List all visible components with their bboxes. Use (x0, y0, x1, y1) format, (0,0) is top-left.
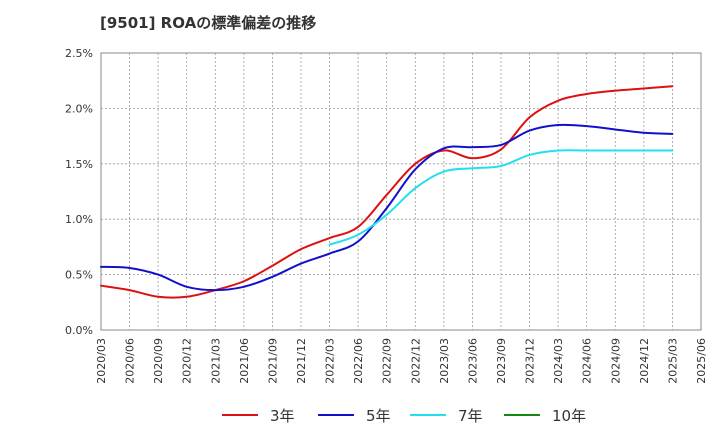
x-tick-label: 2021/09 (266, 338, 279, 384)
y-tick-label: 1.5% (65, 158, 93, 171)
legend-item: 5年 (318, 402, 391, 428)
x-tick-label: 2025/06 (695, 338, 708, 384)
x-tick-label: 2020/12 (181, 338, 194, 384)
grid-lines (101, 53, 701, 330)
series-line-1 (100, 123, 674, 292)
y-tick-label: 0.0% (65, 324, 93, 337)
x-tick-label: 2022/06 (352, 338, 365, 384)
y-tick-label: 2.0% (65, 102, 93, 115)
x-tick-label: 2023/09 (495, 338, 508, 384)
y-tick-label: 2.5% (65, 47, 93, 60)
chart-plot: 0.0% 0.5% 1.0% 1.5% 2.0% 2.5% 2020/03 2020/06 20… (65, 47, 708, 384)
legend-label: 7年 (458, 406, 483, 425)
y-tick-label: 1.0% (65, 213, 93, 226)
legend-label: 10年 (552, 406, 587, 425)
legend-item: 3年 (222, 402, 295, 428)
legend-swatch (410, 414, 446, 416)
series-line-2 (328, 149, 674, 246)
series-lines (100, 85, 674, 299)
legend-item: 10年 (504, 402, 586, 428)
x-tick-label: 2022/12 (409, 338, 422, 384)
legend-swatch (504, 414, 540, 416)
x-tick-label: 2023/12 (524, 338, 537, 384)
x-tick-label: 2022/03 (324, 338, 337, 384)
legend-item: 7年 (410, 402, 483, 428)
x-tick-label: 2024/06 (581, 338, 594, 384)
chart-title: [9501] ROAの標準偏差の推移 (100, 14, 317, 32)
legend-label: 3年 (270, 406, 295, 425)
series-line-0 (100, 85, 674, 299)
x-tick-label: 2020/06 (124, 338, 137, 384)
x-tick-label: 2021/06 (238, 338, 251, 384)
legend-swatch (318, 414, 354, 416)
x-tick-label: 2022/09 (381, 338, 394, 384)
axis-labels: 0.0% 0.5% 1.0% 1.5% 2.0% 2.5% 2020/03 2020/06 20… (65, 47, 708, 384)
legend-swatch (222, 414, 258, 416)
x-tick-label: 2025/03 (666, 338, 679, 384)
x-tick-label: 2024/12 (638, 338, 651, 384)
plot-area (100, 52, 702, 331)
x-tick-label: 2021/12 (295, 338, 308, 384)
x-tick-label: 2023/03 (438, 338, 451, 384)
x-tick-label: 2023/06 (466, 338, 479, 384)
x-tick-label: 2020/03 (95, 338, 108, 384)
x-tick-label: 2024/03 (552, 338, 565, 384)
x-tick-label: 2020/09 (152, 338, 165, 384)
legend: 3年 5年 7年 10年 (0, 402, 720, 428)
legend-label: 5年 (366, 406, 391, 425)
y-tick-label: 0.5% (65, 269, 93, 282)
x-tick-label: 2021/03 (209, 338, 222, 384)
x-tick-label: 2024/09 (609, 338, 622, 384)
